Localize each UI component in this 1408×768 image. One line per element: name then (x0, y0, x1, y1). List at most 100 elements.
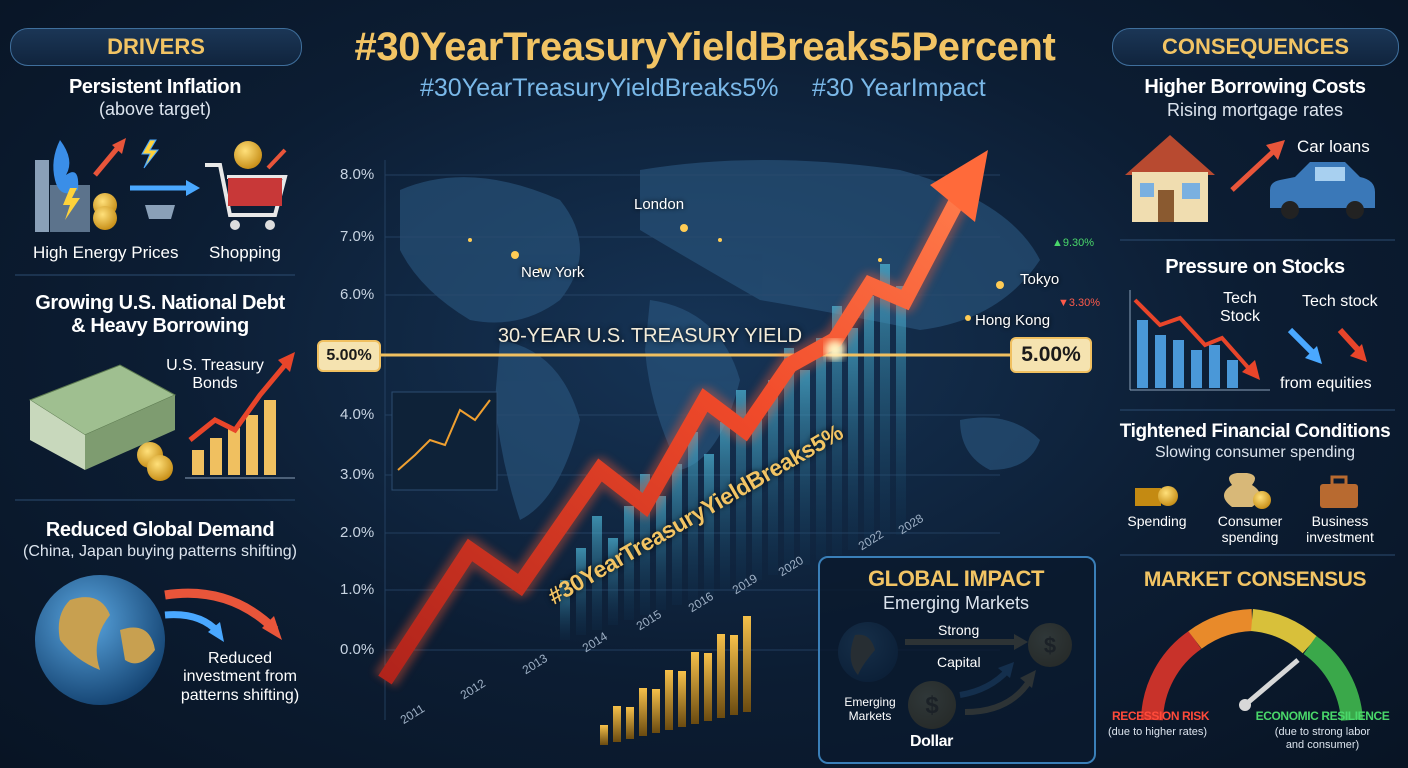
panel-subtitle: Emerging Markets (882, 593, 1030, 613)
city-lights-part (511, 251, 519, 259)
cart-icon (205, 141, 288, 230)
city-lights-part (468, 238, 472, 242)
background-bars-part (864, 296, 874, 545)
gauge-label: RECESSION RISK (1112, 709, 1210, 723)
cart-icon-part (205, 163, 288, 217)
background-bars-part (600, 725, 608, 745)
city-lights-part (996, 281, 1004, 289)
energy-icon-part (112, 138, 126, 154)
consequence-title: Tightened Financial Conditions (1119, 421, 1391, 442)
stocks-icon-part (1133, 298, 1254, 374)
background-bars-part (880, 264, 890, 540)
background-bars-part (624, 506, 634, 620)
energy-icon-part (35, 160, 49, 232)
bonds-chart-icon-part (188, 363, 287, 442)
background-bars-part (768, 380, 778, 575)
ticker: ▼3.30% (1058, 297, 1101, 309)
car-icon-part (1281, 201, 1299, 219)
gauge-label: ECONOMIC RESILIENCE (1255, 709, 1390, 723)
driver-title: Growing U.S. National Debt & Heavy Borro… (35, 292, 285, 337)
driver-label: U.S. Treasury Bonds (166, 357, 264, 393)
background-bars-part (720, 422, 730, 590)
gauge-part (1239, 699, 1251, 711)
drivers-heading: DRIVERS (10, 28, 302, 66)
stocks-icon-part (1155, 335, 1166, 388)
background-bars-part (639, 688, 647, 736)
background-bars-part (743, 616, 751, 712)
level-tag: 5.00% (317, 340, 381, 372)
energy-icon (35, 138, 200, 232)
flow-label: Capital (937, 654, 981, 670)
yield-arrow-part (930, 150, 988, 222)
gauge-part (1243, 658, 1300, 707)
city-lights-part (718, 238, 722, 242)
background-bars-part (717, 634, 725, 718)
stocks-icon-part (1337, 327, 1363, 355)
money-icon (28, 364, 177, 481)
consequence-label: Tech Stock (1219, 290, 1260, 326)
background-bars-part (652, 689, 660, 733)
gauge-part (1188, 609, 1253, 650)
city-label: Hong Kong (975, 312, 1051, 329)
flow-label: Strong (938, 622, 980, 638)
cart-icon-part (266, 148, 287, 170)
consequence-label: Car loans (1297, 137, 1370, 156)
background-bars-part (626, 707, 634, 739)
energy-icon-part (93, 206, 117, 230)
background-bars-part (704, 653, 712, 721)
energy-icon-part (93, 143, 122, 177)
world-map-part (495, 340, 580, 520)
background-bars-part (608, 538, 618, 625)
gauge-note: (due to higher rates) (1108, 726, 1208, 738)
consequence-title: Pressure on Stocks (1165, 256, 1345, 278)
consensus-title: MARKET CONSENSUS (1143, 568, 1367, 591)
y-axis-label: 4.0% (340, 406, 375, 423)
panel-title: GLOBAL IMPACT (867, 566, 1045, 591)
money-icon-part (147, 455, 173, 481)
stocks-icon-part (1305, 346, 1322, 364)
globe-icon-part (58, 597, 110, 670)
gauge-part (1303, 636, 1363, 722)
flow-label: Emerging Markets (844, 695, 896, 723)
y-axis-label: 2.0% (340, 524, 375, 541)
bonds-chart-icon (185, 352, 295, 479)
city-label: Tokyo (1020, 271, 1060, 288)
consequence-label: Consumer spending (1217, 513, 1283, 546)
bonds-chart-icon-part (192, 450, 204, 475)
background-bars-part (678, 671, 686, 727)
city-label: New York (521, 264, 585, 281)
car-icon (1270, 162, 1375, 219)
globe-icon (35, 575, 282, 705)
spending-icons-part (1135, 488, 1161, 506)
stocks-icon-part (1137, 320, 1148, 388)
ticker: ▲9.30% (1052, 237, 1095, 249)
city-lights (468, 224, 1004, 321)
city-label: London (634, 196, 685, 213)
energy-icon-part (186, 180, 200, 196)
y-axis-label: 3.0% (340, 466, 375, 483)
cart-icon-part (234, 141, 262, 169)
globe-icon-part (262, 616, 282, 640)
consequence-label: Spending (1127, 513, 1187, 529)
cart-icon-part (230, 220, 240, 230)
background-bars-part (752, 412, 762, 580)
consequence-label: Business investment (1306, 513, 1374, 546)
house-icon-part (1140, 183, 1154, 197)
title: #30YearTreasuryYieldBreaks5Percent (354, 25, 1056, 69)
consequences-heading: CONSEQUENCES (1112, 28, 1399, 66)
gauge (1141, 609, 1363, 722)
background-bars-part (656, 496, 666, 610)
consequence-label: Tech stock (1302, 293, 1378, 310)
consequence-subtitle: Slowing consumer spending (1154, 444, 1356, 461)
background-bars-part (736, 390, 746, 585)
y-axis-label: 1.0% (340, 581, 375, 598)
world-map (400, 160, 1040, 520)
energy-icon-part (141, 139, 160, 169)
gauge-part (1141, 630, 1202, 721)
world-map-part (640, 160, 1040, 330)
spending-icons (1135, 473, 1358, 509)
stocks-icon-part (1242, 360, 1260, 380)
energy-icon-part (145, 205, 175, 219)
globe-icon-part (164, 611, 221, 635)
